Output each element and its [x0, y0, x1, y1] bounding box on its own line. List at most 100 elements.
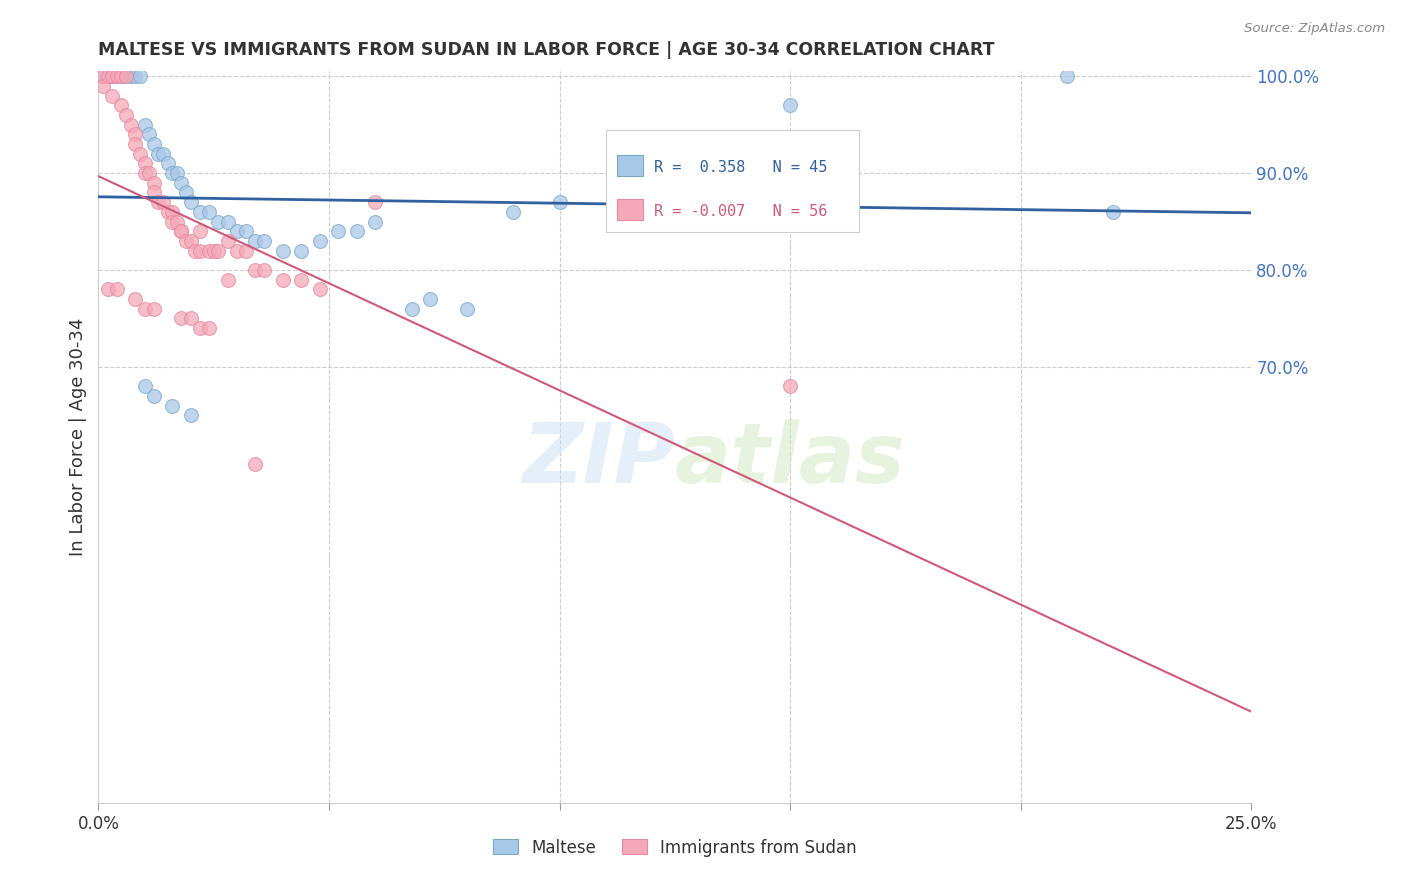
- Legend: Maltese, Immigrants from Sudan: Maltese, Immigrants from Sudan: [494, 838, 856, 856]
- Point: [134, 301, 156, 316]
- Point: [152, 146, 174, 161]
- Point: [166, 214, 188, 228]
- Point: [105, 69, 128, 83]
- Point: [198, 204, 221, 219]
- Point: [115, 69, 138, 83]
- Bar: [617, 199, 643, 220]
- Point: [160, 166, 183, 180]
- Point: [105, 282, 128, 296]
- Point: [253, 234, 276, 248]
- Point: [1102, 204, 1125, 219]
- Point: [97, 69, 120, 83]
- Point: [91, 78, 114, 93]
- Point: [174, 234, 197, 248]
- Point: [253, 263, 276, 277]
- Text: Source: ZipAtlas.com: Source: ZipAtlas.com: [1244, 22, 1385, 36]
- Text: R = -0.007   N = 56: R = -0.007 N = 56: [654, 204, 828, 219]
- Point: [124, 136, 146, 151]
- Point: [290, 244, 312, 258]
- Text: R =  0.358   N = 45: R = 0.358 N = 45: [654, 161, 828, 175]
- Point: [160, 204, 183, 219]
- Point: [198, 321, 221, 335]
- Text: atlas: atlas: [675, 418, 905, 500]
- Point: [91, 69, 114, 83]
- Point: [170, 224, 193, 238]
- Point: [217, 234, 239, 248]
- Point: [184, 244, 207, 258]
- Y-axis label: In Labor Force | Age 30-34: In Labor Force | Age 30-34: [69, 318, 87, 557]
- Point: [271, 244, 294, 258]
- Point: [245, 234, 267, 248]
- Point: [174, 186, 197, 200]
- Point: [188, 224, 211, 238]
- Point: [364, 195, 387, 210]
- Point: [110, 69, 132, 83]
- Point: [101, 69, 124, 83]
- Point: [180, 409, 202, 423]
- Point: [134, 156, 156, 170]
- Point: [779, 379, 801, 393]
- Point: [170, 176, 193, 190]
- Point: [142, 176, 165, 190]
- Point: [91, 69, 114, 83]
- Point: [134, 379, 156, 393]
- Point: [115, 108, 138, 122]
- Point: [207, 244, 229, 258]
- Point: [120, 118, 142, 132]
- Point: [401, 301, 423, 316]
- Point: [97, 282, 120, 296]
- Point: [225, 224, 247, 238]
- Point: [101, 69, 124, 83]
- Point: [124, 128, 146, 142]
- Point: [160, 214, 183, 228]
- Point: [120, 69, 142, 83]
- Point: [225, 244, 247, 258]
- Point: [217, 273, 239, 287]
- Point: [271, 273, 294, 287]
- Point: [180, 234, 202, 248]
- Point: [166, 166, 188, 180]
- Point: [308, 234, 330, 248]
- Point: [235, 224, 257, 238]
- Point: [419, 292, 441, 306]
- Point: [124, 292, 146, 306]
- Point: [456, 301, 478, 316]
- Point: [188, 204, 211, 219]
- Point: [207, 214, 229, 228]
- Point: [134, 166, 156, 180]
- Point: [160, 399, 183, 413]
- Point: [502, 204, 524, 219]
- Point: [202, 244, 225, 258]
- Point: [129, 146, 152, 161]
- Point: [142, 136, 165, 151]
- Point: [217, 214, 239, 228]
- Point: [245, 263, 267, 277]
- Point: [328, 224, 350, 238]
- Point: [364, 214, 387, 228]
- Point: [148, 195, 170, 210]
- Point: [170, 224, 193, 238]
- Point: [188, 321, 211, 335]
- Point: [1056, 69, 1078, 83]
- Point: [235, 244, 257, 258]
- Point: [115, 69, 138, 83]
- Point: [290, 273, 312, 287]
- Point: [110, 98, 132, 112]
- Point: [346, 224, 368, 238]
- Point: [180, 311, 202, 326]
- Text: ZIP: ZIP: [522, 418, 675, 500]
- Point: [134, 118, 156, 132]
- Point: [188, 244, 211, 258]
- Point: [142, 389, 165, 403]
- Point: [152, 195, 174, 210]
- Point: [148, 146, 170, 161]
- Point: [156, 204, 179, 219]
- Point: [138, 128, 160, 142]
- Point: [779, 98, 801, 112]
- Point: [170, 311, 193, 326]
- Point: [101, 88, 124, 103]
- Point: [180, 195, 202, 210]
- Point: [142, 186, 165, 200]
- Point: [138, 166, 160, 180]
- Point: [548, 195, 571, 210]
